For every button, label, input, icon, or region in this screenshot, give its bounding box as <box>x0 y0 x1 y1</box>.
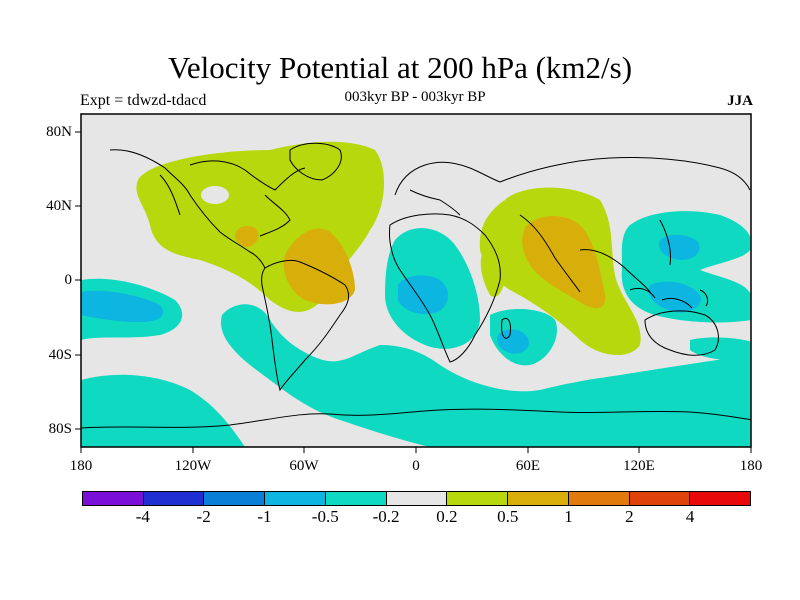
colorbar-label: -4 <box>135 507 150 526</box>
colorbar-label: 2 <box>625 507 634 526</box>
negative-band-south-pacific <box>220 304 751 447</box>
colorbar-swatch <box>508 492 569 505</box>
colorbar-swatch <box>568 492 630 505</box>
positive-core-south-america <box>283 228 355 305</box>
negative-core-atlantic <box>398 275 449 315</box>
negative-region-indian-southwest <box>690 337 751 361</box>
lat-label-equator: 0 <box>64 272 73 288</box>
colorbar-label: -1 <box>257 507 272 526</box>
coast-europe <box>394 161 501 216</box>
negative-band-southwest <box>81 374 245 447</box>
negative-core-west-pacific <box>659 234 700 260</box>
coast-madagascar <box>501 317 511 339</box>
colorbar-swatch <box>447 492 509 505</box>
colorbar-label: 1 <box>564 507 573 526</box>
coastlines <box>81 142 751 429</box>
colorbar-label: 0.5 <box>497 507 519 526</box>
lon-label-120w: 120W <box>174 458 212 474</box>
colorbar-label: -0.5 <box>311 507 339 526</box>
coast-south-america <box>261 259 350 392</box>
colorbar-swatch <box>690 492 751 505</box>
coast-africa <box>389 213 501 363</box>
lon-label-180-west: 180 <box>69 458 93 474</box>
lon-label-180-east: 180 <box>739 458 763 474</box>
coast-north-america <box>109 149 306 269</box>
lon-label-60e: 60E <box>515 458 541 474</box>
lat-label-40n: 40N <box>46 198 72 214</box>
colorbar-label: -0.2 <box>372 507 400 526</box>
season-label: JJA <box>727 93 753 109</box>
chart-title: Velocity Potential at 200 hPa (km2/s) <box>167 50 633 85</box>
colorbar-label: 0.2 <box>436 507 458 526</box>
coast-asia <box>499 156 751 293</box>
colorbar-swatch <box>325 492 387 505</box>
negative-core-madagascar <box>497 329 529 354</box>
lat-label-80n: 80N <box>46 124 72 140</box>
colorbar <box>82 491 751 506</box>
lat-label-80s: 80S <box>48 421 72 437</box>
lon-label-0: 0 <box>412 458 420 474</box>
colorbar-swatch <box>204 492 266 505</box>
lon-label-60w: 60W <box>289 458 319 474</box>
lon-label-120e: 120E <box>623 458 655 474</box>
coast-antarctica <box>81 408 751 429</box>
colorbar-swatch <box>83 492 144 505</box>
colorbar-swatch <box>143 492 205 505</box>
colorbar-swatch <box>386 492 448 505</box>
experiment-label: Expt = tdwzd-tdacd <box>80 92 207 109</box>
negative-core-east-pacific <box>81 290 164 322</box>
coast-australia <box>644 310 719 356</box>
neutral-spot-canada <box>201 186 229 204</box>
coast-maritime-continent <box>629 287 709 309</box>
positive-core-caribbean <box>235 226 259 248</box>
map-ticks <box>75 131 752 453</box>
chart-subtitle: 003kyr BP - 003kyr BP <box>344 89 486 105</box>
colorbar-swatch <box>629 492 691 505</box>
colorbar-label: -2 <box>196 507 211 526</box>
lat-label-40s: 40S <box>48 347 72 363</box>
colorbar-label: 4 <box>685 507 695 526</box>
colorbar-swatch <box>265 492 326 505</box>
coast-greenland <box>289 142 342 181</box>
